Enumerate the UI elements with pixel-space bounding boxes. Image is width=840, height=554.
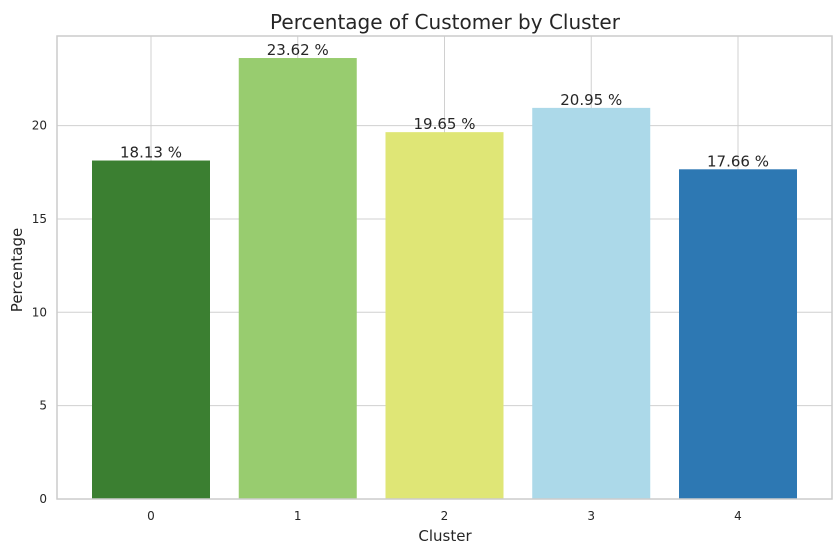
y-axis-label: Percentage <box>8 228 26 312</box>
x-tick-label: 4 <box>734 509 742 523</box>
y-tick-label: 10 <box>32 305 47 319</box>
bars <box>92 58 797 500</box>
y-tick-label: 0 <box>39 492 47 506</box>
bar <box>238 58 357 499</box>
y-tick-label: 5 <box>39 399 47 413</box>
x-tick-label: 2 <box>441 509 449 523</box>
bar-value-label: 17.66 % <box>707 152 769 170</box>
y-tick-label: 15 <box>32 212 47 226</box>
bar <box>679 169 797 499</box>
x-axis-label: Cluster <box>418 527 472 545</box>
bar-value-label: 18.13 % <box>120 144 182 162</box>
ticks: 0 5 10 15 20 0 1 2 3 4 <box>32 119 742 523</box>
chart-title: Percentage of Customer by Cluster <box>270 10 621 34</box>
bar <box>532 107 651 499</box>
bar <box>385 132 504 500</box>
bar-value-label: 23.62 % <box>267 41 329 59</box>
x-tick-label: 1 <box>294 509 302 523</box>
y-tick-label: 20 <box>32 119 47 133</box>
data-labels: 18.13 % 23.62 % 19.65 % 20.95 % 17.66 % <box>120 41 769 170</box>
bar-value-label: 19.65 % <box>414 115 476 133</box>
x-tick-label: 0 <box>147 509 155 523</box>
plot-frame <box>56 35 833 500</box>
bar <box>92 160 210 499</box>
x-tick-label: 3 <box>587 509 595 523</box>
plot-border <box>56 35 833 500</box>
bar-value-label: 20.95 % <box>560 91 622 109</box>
